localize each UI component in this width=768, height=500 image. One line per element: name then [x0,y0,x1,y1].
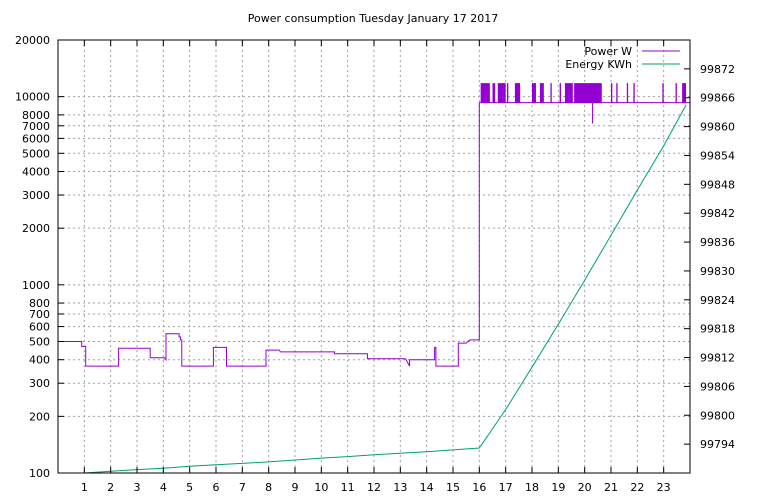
series-layer [58,83,690,474]
y2-tick-label: 99848 [700,178,735,191]
power-spike-block [675,83,677,103]
y-tick-label: 600 [29,321,50,334]
y2-tick-label: 99842 [700,207,735,220]
chart-title: Power consumption Tuesday January 17 201… [248,12,498,25]
power-spike-block [497,83,506,103]
y-tick-label: 400 [29,354,50,367]
y2-tick-label: 99830 [700,265,735,278]
power-spike-block [539,83,544,103]
x-tick-label: 15 [446,481,460,494]
y2-tick-label: 99812 [700,352,735,365]
y2-tick-label: 99818 [700,323,735,336]
power-spike-block [633,83,635,103]
x-tick-label: 19 [551,481,565,494]
x-tick-label: 18 [525,481,539,494]
x-tick-label: 5 [186,481,193,494]
x-tick-label: 4 [160,481,167,494]
power-spike-block [662,83,664,103]
power-spike-block [492,83,496,103]
y-tick-label: 100 [29,467,50,480]
y2-tick-label: 99824 [700,294,735,307]
y-tick-label: 3000 [22,189,50,202]
x-tick-label: 6 [213,481,220,494]
y-tick-label: 10000 [15,91,50,104]
power-spike-block [506,83,509,103]
legend-label-energy: Energy KWh [565,58,632,71]
x-tick-label: 20 [578,481,592,494]
x-tick-label: 22 [630,481,644,494]
x-tick-label: 2 [107,481,114,494]
x-tick-label: 21 [604,481,618,494]
y-tick-label: 4000 [22,166,50,179]
gridlines [58,40,690,473]
y2-tick-label: 99872 [700,63,735,76]
y2-tick-label: 99854 [700,149,735,162]
y2-tick-label: 99866 [700,92,735,105]
y-tick-label: 2000 [22,222,50,235]
x-tick-label: 13 [393,481,407,494]
power-spike-block [550,83,552,103]
energy-series-line [84,104,687,474]
x-tick-label: 12 [367,481,381,494]
x-tick-label: 3 [134,481,141,494]
y-tick-label: 700 [29,308,50,321]
y-tick-label: 8000 [22,109,50,122]
y2-tick-label: 99806 [700,380,735,393]
power-spike-block [559,83,561,103]
y2-tick-label: 99860 [700,121,735,134]
legend: Power W Energy KWh [565,45,680,71]
x-tick-label: 8 [265,481,272,494]
y-tick-label: 200 [29,410,50,423]
x-tick-label: 14 [420,481,434,494]
y2-tick-label: 99836 [700,236,735,249]
y-tick-label: 500 [29,335,50,348]
legend-label-power: Power W [584,45,632,58]
power-spike-block [611,83,613,103]
x-tick-label: 23 [657,481,671,494]
power-spike-block [574,83,602,103]
y-tick-label: 6000 [22,132,50,145]
x-tick-label: 17 [499,481,513,494]
axes: 1 2 3 4 5 6 7 8 9 10 11 12 13 14 15 16 17 18 19 20 21 22 23100… [15,34,735,494]
power-spike-block [626,83,629,103]
x-tick-label: 16 [472,481,486,494]
power-spike-block [480,83,490,103]
power-spike-block [682,83,687,103]
y-tick-label: 800 [29,297,50,310]
x-tick-label: 7 [239,481,246,494]
y-tick-label: 20000 [15,34,50,47]
y-tick-label: 7000 [22,120,50,133]
y-tick-label: 5000 [22,147,50,160]
y-tick-label: 1000 [22,279,50,292]
power-spike-block [616,83,618,103]
y2-tick-label: 99800 [700,409,735,422]
x-tick-label: 1 [81,481,88,494]
x-tick-label: 10 [314,481,328,494]
x-tick-label: 11 [341,481,355,494]
x-tick-label: 9 [292,481,299,494]
y-tick-label: 300 [29,377,50,390]
y2-tick-label: 99794 [700,438,735,451]
power-spike-block [532,83,536,103]
power-spike-block [564,83,573,103]
power-series-line [58,102,690,367]
power-spike-block [514,83,521,103]
